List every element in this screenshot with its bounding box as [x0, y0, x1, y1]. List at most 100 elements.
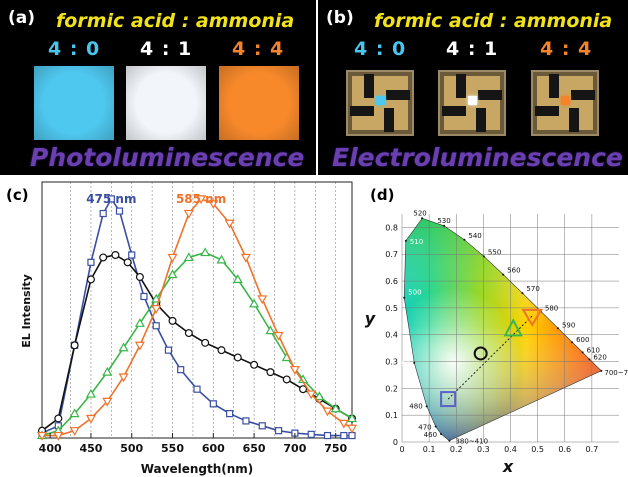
cie-points — [440, 308, 543, 408]
spectrum-x-tick-600: 600 — [202, 442, 225, 455]
spectrum-point-4-550 — [167, 253, 178, 263]
spectrum-point-1-530 — [152, 322, 160, 330]
spectrum-x-tick-550: 550 — [161, 442, 184, 455]
cie-wavelength-dot-16 — [581, 351, 584, 354]
spectrum-point-3-450 — [85, 388, 96, 398]
spectrum-point-1-740 — [323, 431, 332, 440]
panel-d-label: (d) — [370, 186, 395, 204]
spectrum-point-3-610 — [216, 254, 227, 264]
panel-c-label: (c) — [6, 186, 29, 204]
el-pixel-4-0 — [376, 96, 385, 105]
spectrum-point-3-730 — [314, 391, 325, 401]
spectrum-point-3-770 — [346, 413, 358, 423]
cie-wavelength-label-5: 500 — [408, 289, 421, 297]
panel-a-label: (a) — [8, 8, 36, 28]
cie-wavelength-dot-9 — [463, 238, 466, 241]
cie-y-tick-8: 0.8 — [385, 223, 398, 232]
el-device-4-1 — [438, 70, 506, 136]
cie-wavelength-label-16: 610 — [587, 346, 600, 354]
spectrum-point-4-740 — [322, 407, 333, 417]
spectrum-point-2-650 — [250, 360, 259, 369]
cie-wavelength-label-12: 570 — [526, 285, 539, 293]
spectrum-point-4-390 — [36, 431, 48, 441]
spectrum-point-2-590 — [201, 338, 210, 347]
cie-y-tick-0: 0 — [393, 438, 398, 447]
spectrum-point-3-550 — [167, 269, 178, 279]
spectrum-point-4-410 — [53, 431, 64, 441]
cie-point-2 — [473, 346, 488, 361]
cie-point-3 — [503, 318, 523, 337]
spectrum-series-line-4 — [42, 197, 353, 437]
cie-wavelength-label-10: 550 — [488, 248, 501, 256]
cie-wavelength-label-0: 380~410 — [455, 438, 488, 446]
panel-b-title: formic acid : ammonia — [374, 10, 613, 32]
spectrum-point-2-495 — [123, 258, 132, 267]
el-pixel-4-1 — [468, 96, 477, 105]
panel-b-ratio-3: 4 : 4 — [540, 38, 593, 60]
spectrum-point-4-700 — [289, 366, 300, 375]
cie-wavelength-dot-11 — [502, 273, 505, 276]
el-device-4-0 — [346, 70, 414, 136]
spectrum-point-1-660 — [258, 422, 266, 430]
spectrum-point-3-650 — [249, 298, 260, 308]
cie-wavelength-label-8: 530 — [437, 217, 450, 225]
spectrum-series-line-3 — [41, 251, 353, 437]
cie-y-tick-7: 0.7 — [385, 250, 398, 259]
spectrum-point-4-770 — [346, 424, 358, 434]
spectrum-point-4-430 — [69, 427, 80, 436]
spectrum-point-1-680 — [274, 427, 283, 435]
spectrum-point-4-450 — [85, 414, 96, 424]
cie-wavelength-label-17: 620 — [593, 353, 606, 361]
spectrum-point-4-510 — [134, 341, 145, 351]
panel-a-caption: Photoluminescence — [30, 143, 305, 172]
panel-a-ratio-3: 4 : 4 — [232, 38, 285, 60]
spectrum-point-1-770 — [348, 431, 356, 440]
spectrum-point-4-660 — [257, 295, 268, 305]
panel-b-caption: Electroluminescence — [332, 143, 623, 172]
spectrum-point-1-500 — [128, 251, 136, 259]
cie-wavelength-label-1: 460 — [424, 431, 437, 439]
pl-swatch-4-0 — [34, 66, 114, 140]
el-pixel-4-4 — [561, 96, 570, 105]
cie-wavelength-label-7: 520 — [413, 209, 426, 217]
spectrum-point-4-760 — [338, 419, 349, 429]
spectrum-point-3-470 — [102, 366, 113, 376]
cie-wavelength-label-2: 470 — [418, 423, 431, 431]
spectrum-x-tick-650: 650 — [243, 442, 266, 455]
spectrum-x-axis-label: Wavelength(nm) — [141, 462, 254, 476]
cie-y-axis-label: y — [365, 309, 376, 328]
cie-wavelength-dot-2 — [434, 425, 437, 428]
spectrum-point-1-640 — [242, 417, 250, 425]
cie-gridlines — [401, 214, 619, 443]
spectrum-point-2-610 — [217, 346, 226, 355]
panel-a-photoluminescence: (a) formic acid : ammonia 4 : 0 4 : 1 4 … — [0, 0, 316, 175]
el-spectrum-chart: 400 450 500 550 600 650 700 750 Wavelength(nm) … — [20, 181, 358, 476]
spectrum-peak-label-1: 475 nm — [86, 192, 136, 206]
cie-spectral-locus — [403, 217, 602, 442]
cie-x-tick-7: 0.7 — [586, 445, 599, 454]
spectrum-point-2-450 — [86, 275, 95, 284]
spectrum-point-2-670 — [266, 368, 275, 377]
spectrum-x-tick-400: 400 — [39, 442, 62, 455]
spectrum-series-line-1 — [41, 197, 352, 437]
cie-wavelength-dot-3 — [425, 405, 428, 408]
spectrum-y-axis-label: EL Intensity — [20, 274, 33, 348]
spectrum-point-1-600 — [209, 400, 217, 408]
cie-wavelength-dot-4 — [413, 361, 416, 364]
cie-x-axis-label: x — [502, 457, 514, 476]
pl-swatch-4-4 — [219, 66, 299, 140]
cie-ticks: 0 0.1 0.2 0.3 0.4 0.5 0.6 0.7 0 0.1 0.2 0.3 0.4 0.5 0.… — [385, 223, 598, 454]
cie-x-tick-4: 0.4 — [504, 445, 517, 454]
spectrum-point-2-510 — [135, 272, 144, 281]
spectrum-point-2-550 — [168, 316, 177, 325]
cie-wavelength-label-3: 480 — [409, 402, 422, 410]
cie-wavelength-dot-5 — [403, 296, 406, 299]
cie-y-tick-2: 0.2 — [385, 384, 398, 393]
spectrum-point-2-410 — [54, 414, 63, 423]
cie-wavelength-label-4: 490 — [397, 360, 410, 368]
spectrum-point-1-475 — [107, 195, 115, 203]
spectrum-point-4-490 — [118, 373, 129, 383]
cie-wavelength-label-13: 580 — [545, 304, 558, 312]
cie-x-tick-2: 0.2 — [450, 445, 463, 454]
